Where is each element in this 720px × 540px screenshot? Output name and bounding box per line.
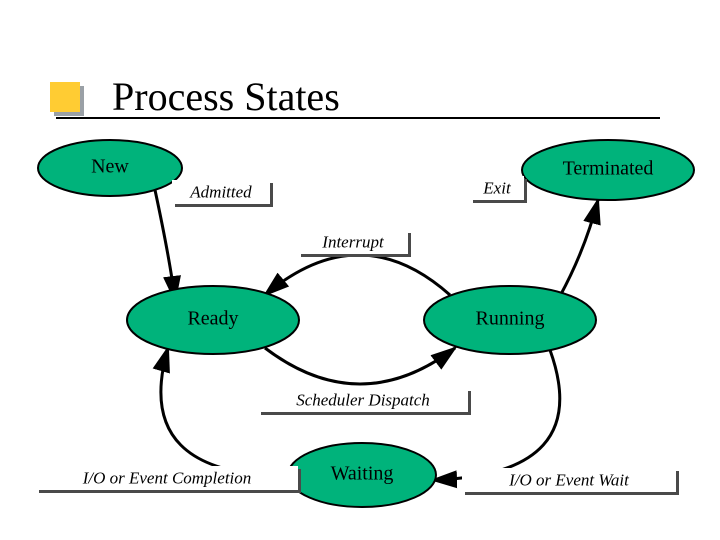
edge-admitted xyxy=(155,190,175,300)
node-new-label: New xyxy=(91,156,129,178)
edge-dispatch xyxy=(265,348,455,384)
process-state-diagram: Process States New Terminated Ready Runn… xyxy=(0,0,720,540)
edge-label-io-wait-text: I/O or Event Wait xyxy=(508,471,630,490)
edge-exit xyxy=(560,200,598,296)
node-new: New xyxy=(38,140,182,196)
edge-label-admitted-text: Admitted xyxy=(189,183,252,202)
title-bullet xyxy=(50,82,80,112)
edge-label-exit-text: Exit xyxy=(482,179,512,198)
edge-label-dispatch: Scheduler Dispatch xyxy=(258,388,471,415)
page-title: Process States xyxy=(112,74,340,119)
edge-label-interrupt-text: Interrupt xyxy=(321,233,385,252)
node-running-label: Running xyxy=(476,308,545,330)
node-terminated-label: Terminated xyxy=(563,158,654,180)
edge-label-interrupt: Interrupt xyxy=(298,230,411,257)
edge-label-admitted: Admitted xyxy=(172,180,273,207)
node-waiting-label: Waiting xyxy=(331,463,394,485)
node-running: Running xyxy=(424,286,596,354)
edge-label-exit: Exit xyxy=(470,176,527,203)
node-terminated: Terminated xyxy=(522,140,694,200)
node-waiting: Waiting xyxy=(288,443,436,507)
node-ready-label: Ready xyxy=(187,308,238,330)
edge-label-io-comp-text: I/O or Event Completion xyxy=(82,469,252,488)
edge-label-io-comp: I/O or Event Completion xyxy=(36,466,301,493)
edge-label-dispatch-text: Scheduler Dispatch xyxy=(296,391,430,410)
edge-label-io-wait: I/O or Event Wait xyxy=(462,468,679,495)
edge-interrupt xyxy=(265,255,450,295)
node-ready: Ready xyxy=(127,286,299,354)
